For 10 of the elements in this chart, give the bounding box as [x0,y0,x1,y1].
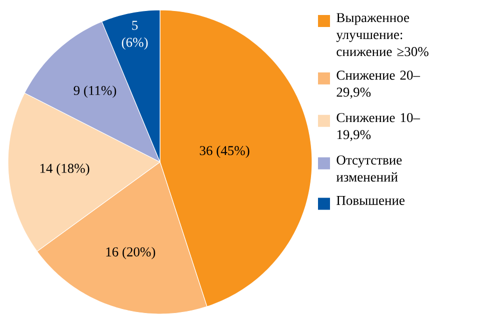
legend-label: Отсутствие изменений [336,156,402,182]
legend-label: Снижение 20–29,9% [336,70,420,99]
legend-label: Выраженное улучшение: снижение ≥30% [336,13,428,56]
data-label: 36 (45%) [200,146,250,158]
data-label: 14 (18%) [40,163,90,176]
data-label: 5 (6%) [122,20,148,50]
data-label: 16 (20%) [106,246,156,260]
legend-label: Снижение 10–19,9% [336,113,420,142]
data-label: 9 (11%) [74,86,116,98]
legend-label: Повышение [336,196,405,205]
